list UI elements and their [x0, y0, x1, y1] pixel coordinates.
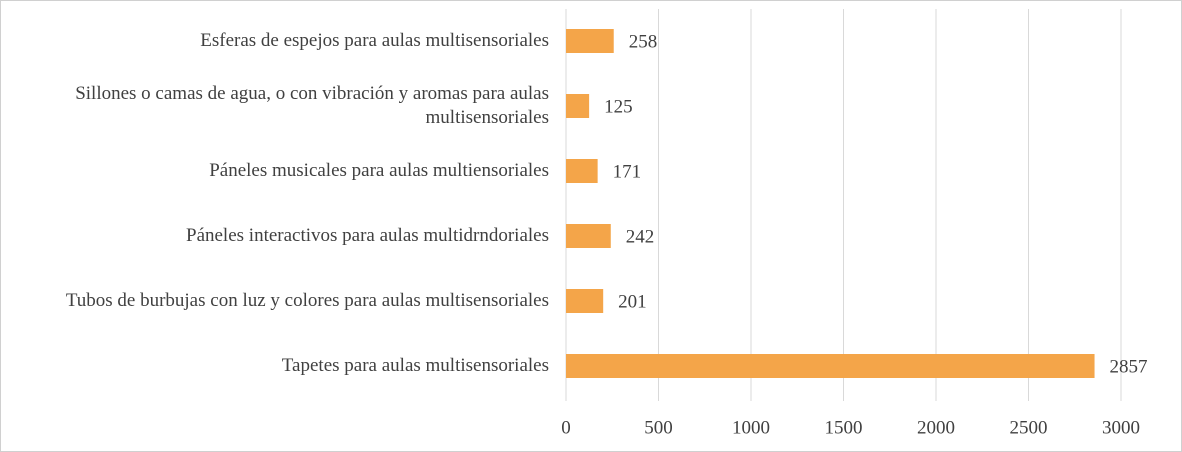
y-tick-label: Tubos de burbujas con luz y colores para…	[65, 290, 549, 311]
data-label: 201	[618, 291, 647, 312]
bar	[566, 94, 590, 118]
bar	[566, 354, 1095, 378]
bar	[566, 224, 611, 248]
x-tick-label: 500	[644, 417, 673, 438]
x-tick-label: 2000	[917, 417, 955, 438]
data-label: 2857	[1110, 356, 1148, 377]
y-tick-label: Tapetes para aulas multisensoriales	[281, 355, 549, 376]
x-tick-label: 0	[561, 417, 571, 438]
y-tick-label: Páneles interactivos para aulas multidrn…	[186, 225, 549, 246]
x-tick-label: 1500	[825, 417, 863, 438]
data-label: 171	[613, 161, 642, 182]
y-tick-label: Esferas de espejos para aulas multisenso…	[200, 30, 549, 51]
data-label: 125	[604, 96, 633, 117]
y-tick-label: Sillones o camas de agua, o con vibració…	[75, 83, 549, 128]
x-tick-label: 2500	[1010, 417, 1048, 438]
data-label: 242	[626, 226, 655, 247]
x-tick-label: 1000	[732, 417, 770, 438]
y-tick-label: Páneles musicales para aulas multiensori…	[209, 160, 549, 181]
bar	[566, 29, 614, 53]
x-tick-label: 3000	[1102, 417, 1140, 438]
bar	[566, 159, 598, 183]
bar	[566, 289, 604, 313]
data-label: 258	[629, 31, 658, 52]
